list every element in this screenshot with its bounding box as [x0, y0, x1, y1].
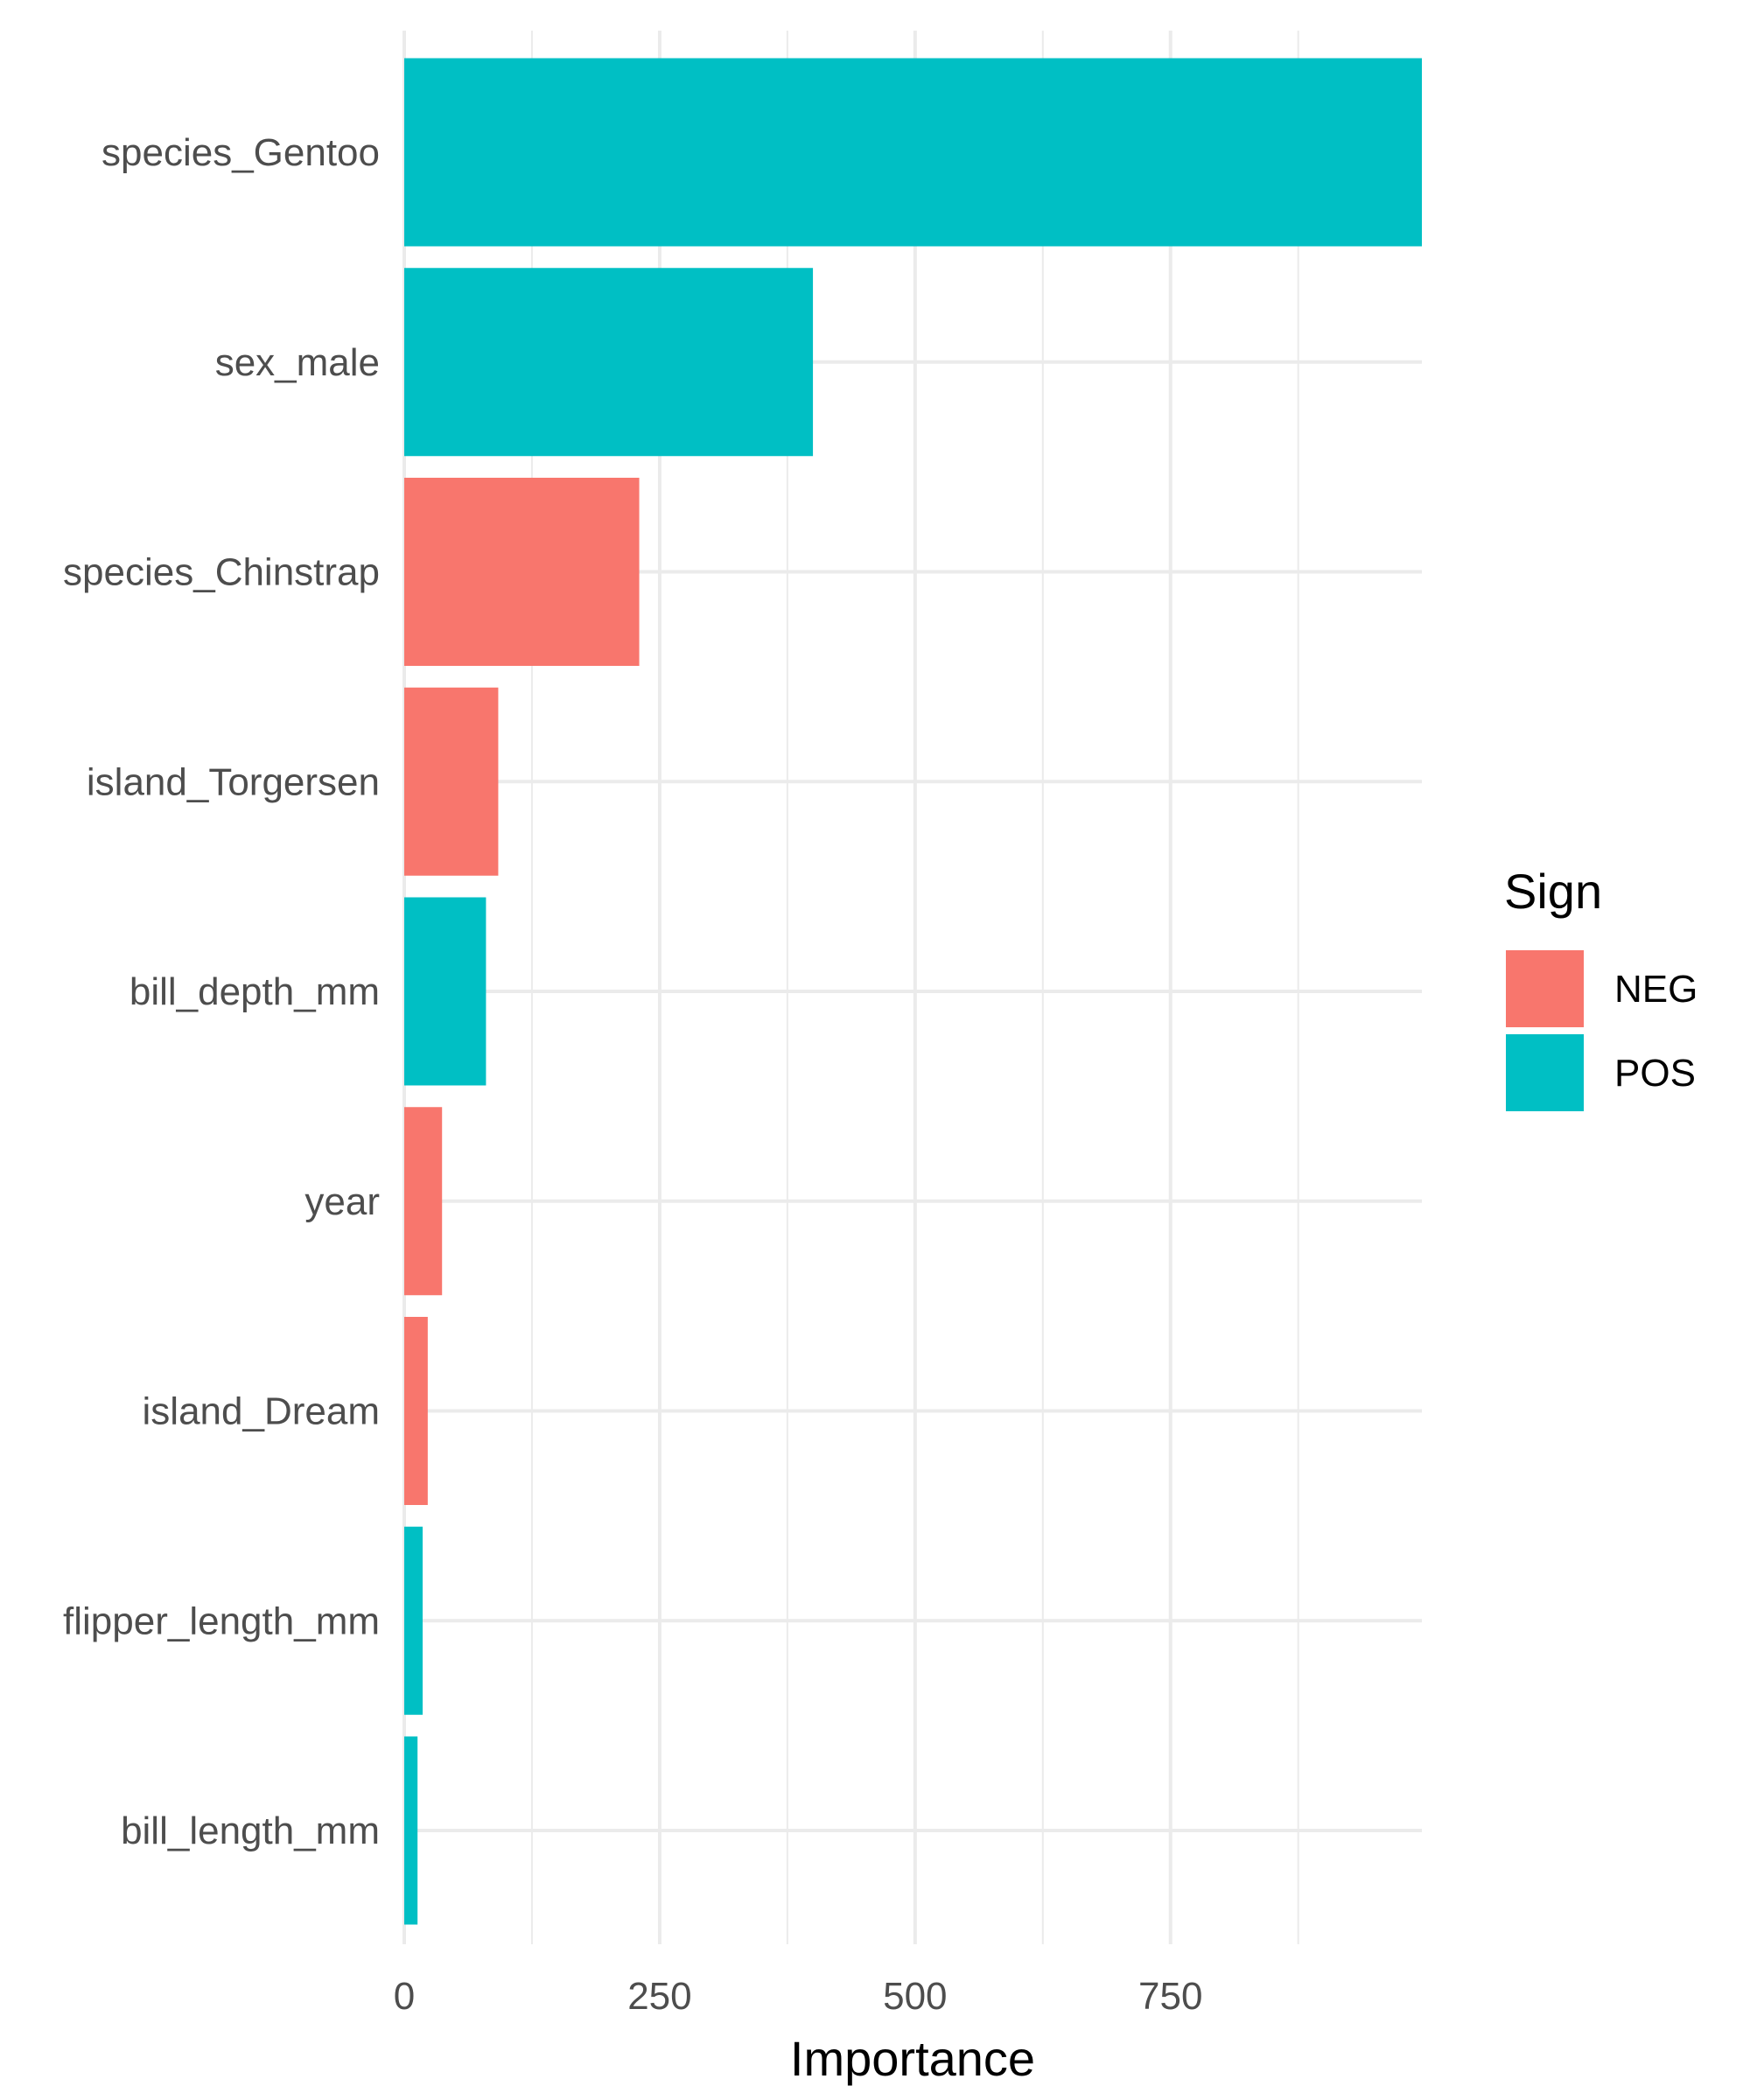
y-axis-tick-labels: species_Gentoo sex_male species_Chinstrapi…	[63, 131, 380, 1852]
y-tick-label: bill_depth_mm	[130, 970, 380, 1013]
y-tick-label: island_Torgersen	[87, 760, 380, 803]
bar-bill-length-mm	[404, 1736, 418, 1925]
legend-label-pos: POS	[1614, 1052, 1696, 1095]
legend: Sign NEG POS	[1504, 864, 1698, 1111]
legend-label-neg: NEG	[1614, 968, 1698, 1011]
x-axis-tick-labels: 0 250 500 750	[394, 1975, 1203, 2018]
y-tick-label: flipper_length_mm	[63, 1600, 380, 1642]
y-tick-label: species_Gentoo	[102, 131, 380, 174]
y-tick-label: species_Chinstrap	[63, 551, 380, 594]
y-tick-label: sex_male	[215, 341, 380, 384]
bar-island-torgersen	[404, 687, 499, 876]
x-tick-label: 750	[1138, 1975, 1202, 2018]
bar-sex-male	[404, 268, 814, 457]
legend-swatch-neg	[1506, 950, 1584, 1027]
y-tick-label: year	[304, 1180, 380, 1223]
bar-bill-depth-mm	[404, 897, 486, 1086]
y-tick-label: island_Dream	[143, 1390, 380, 1433]
bar-year	[404, 1107, 443, 1296]
bar-island-dream	[404, 1317, 428, 1505]
x-tick-label: 500	[883, 1975, 947, 2018]
legend-entries: NEG POS	[1506, 950, 1698, 1111]
bars	[404, 58, 1422, 1925]
legend-swatch-pos	[1506, 1034, 1584, 1111]
x-tick-label: 250	[627, 1975, 691, 2018]
x-tick-label: 0	[394, 1975, 415, 2018]
bar-flipper-length-mm	[404, 1526, 424, 1715]
legend-title: Sign	[1504, 864, 1602, 919]
x-axis-title: Importance	[790, 2031, 1035, 2086]
bar-species-gentoo	[404, 58, 1422, 247]
y-tick-label: bill_length_mm	[121, 1810, 380, 1852]
bar-species-chinstrap	[404, 478, 640, 666]
